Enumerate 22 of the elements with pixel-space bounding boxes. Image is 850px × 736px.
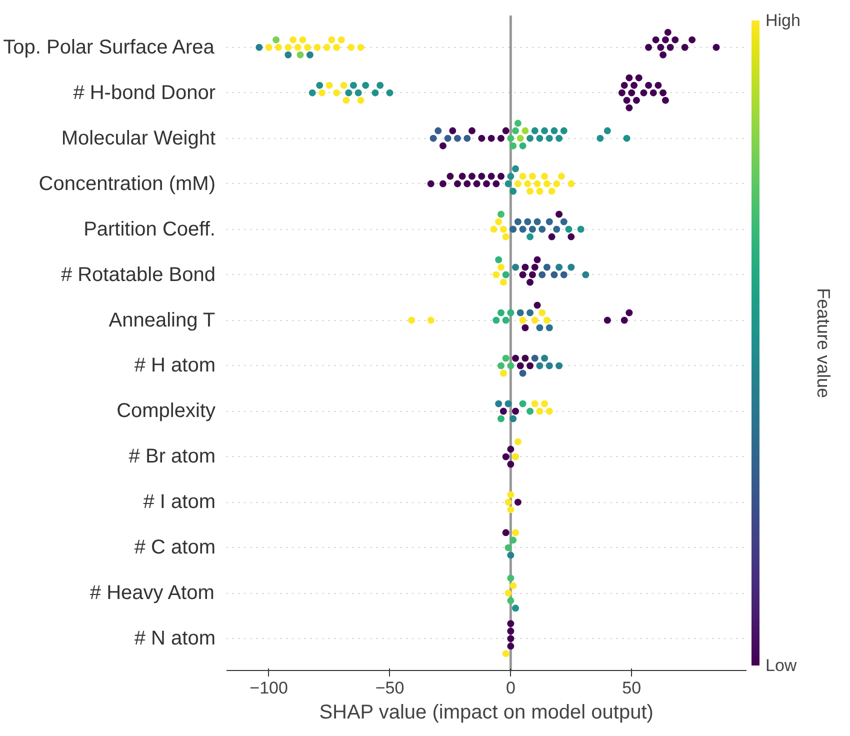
y-tick-label: Complexity — [116, 400, 216, 422]
y-tick-label: Concentration (mM) — [38, 172, 216, 195]
x-tick-label: −50 — [375, 678, 404, 698]
y-tick-label: # Rotatable Bond — [60, 264, 216, 286]
color-bar-label: High — [766, 11, 800, 30]
y-tick-label: # C atom — [134, 536, 216, 559]
y-tick-label: # Heavy Atom — [90, 582, 214, 604]
y-tick-label: # N atom — [134, 628, 216, 650]
y-tick-label: # H atom — [134, 354, 216, 377]
y-tick-label: Annealing T — [108, 309, 216, 332]
color-bar-label: Low — [766, 656, 798, 675]
x-tick-label: 50 — [622, 678, 642, 698]
y-tick-label: # Br atom — [128, 446, 216, 468]
y-tick-label: # H-bond Donor — [73, 82, 216, 104]
x-axis-title: SHAP value (impact on model output) — [319, 702, 654, 724]
y-tick-label: Top. Polar Surface Area — [3, 36, 216, 58]
y-tick-label: Partition Coeff. — [84, 218, 216, 240]
x-tick-label: 0 — [506, 678, 516, 698]
color-bar-title: Feature value — [814, 288, 834, 398]
y-tick-label: Molecular Weight — [61, 127, 216, 150]
x-tick-label: −100 — [250, 678, 288, 698]
y-tick-label: # I atom — [143, 491, 216, 514]
